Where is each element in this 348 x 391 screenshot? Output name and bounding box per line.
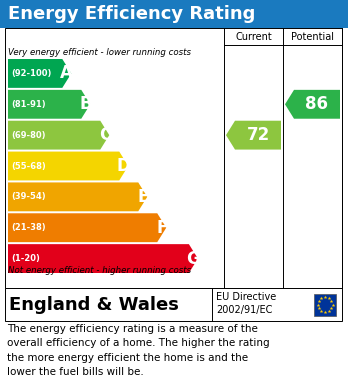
- Text: C: C: [98, 126, 111, 144]
- Text: (21-38): (21-38): [11, 223, 46, 232]
- Bar: [5, 288, 342, 321]
- Text: Energy Efficiency Rating: Energy Efficiency Rating: [8, 5, 255, 23]
- Bar: [5, 28, 342, 288]
- Polygon shape: [8, 213, 166, 242]
- Bar: [314, 294, 336, 316]
- Polygon shape: [8, 90, 90, 119]
- Text: (81-91): (81-91): [11, 100, 46, 109]
- Text: Potential: Potential: [291, 32, 334, 41]
- Text: 86: 86: [306, 95, 329, 113]
- Polygon shape: [8, 183, 147, 211]
- Text: A: A: [60, 65, 73, 83]
- Text: The energy efficiency rating is a measure of the
overall efficiency of a home. T: The energy efficiency rating is a measur…: [7, 324, 270, 377]
- Text: (69-80): (69-80): [11, 131, 46, 140]
- Polygon shape: [226, 121, 281, 150]
- Text: Not energy efficient - higher running costs: Not energy efficient - higher running co…: [8, 266, 191, 275]
- Text: G: G: [187, 249, 200, 267]
- Text: England & Wales: England & Wales: [9, 296, 179, 314]
- Text: F: F: [156, 219, 167, 237]
- Text: Current: Current: [235, 32, 272, 41]
- Polygon shape: [8, 152, 128, 180]
- Text: (92-100): (92-100): [11, 69, 52, 78]
- Text: Very energy efficient - lower running costs: Very energy efficient - lower running co…: [8, 48, 191, 57]
- Polygon shape: [285, 90, 340, 119]
- Bar: [0, 0, 348, 28]
- Text: EU Directive
2002/91/EC: EU Directive 2002/91/EC: [216, 292, 276, 316]
- Text: (39-54): (39-54): [11, 192, 46, 201]
- Text: 72: 72: [246, 126, 270, 144]
- Text: (1-20): (1-20): [11, 254, 40, 263]
- Text: D: D: [117, 157, 130, 175]
- Text: (55-68): (55-68): [11, 161, 46, 170]
- Polygon shape: [8, 244, 198, 273]
- Polygon shape: [8, 121, 109, 150]
- Polygon shape: [8, 59, 71, 88]
- Text: E: E: [137, 188, 149, 206]
- Text: B: B: [79, 95, 92, 113]
